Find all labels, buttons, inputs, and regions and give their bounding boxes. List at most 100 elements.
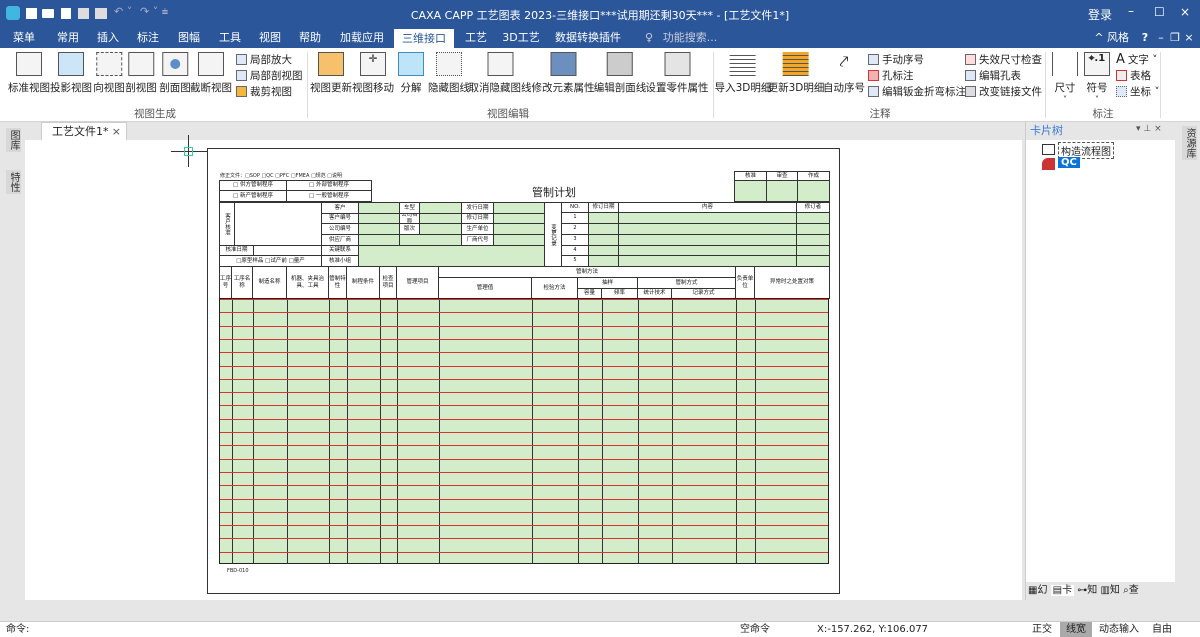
tab-sheet[interactable]: 图幅 [178, 31, 200, 44]
hole-annotation-button[interactable]: 孔标注 [868, 68, 914, 84]
properties-panel-tab[interactable]: 特性 [6, 170, 21, 194]
unhide-lines-button[interactable]: 取消隐藏图线 [469, 52, 532, 95]
minimize-button[interactable]: – [1128, 4, 1134, 18]
crop-view-button[interactable]: 裁剪视图 [236, 84, 292, 100]
new-file-icon[interactable] [26, 8, 37, 19]
tab-3d-process[interactable]: 3D工艺 [502, 31, 540, 44]
direction-view-button[interactable]: 向视图 [93, 52, 125, 95]
customer-approval-value [234, 202, 322, 246]
tab-knowledge-2[interactable]: ▥知 [1100, 585, 1120, 596]
section-view-button[interactable]: 剖视图 [125, 52, 157, 95]
tree-item-qc[interactable]: QC [1058, 157, 1080, 168]
explode-button[interactable]: 分解 [398, 52, 424, 95]
tab-process[interactable]: 工艺 [465, 31, 487, 44]
tab-insert[interactable]: 插入 [97, 31, 119, 44]
collapse-ribbon-icon[interactable]: ^ [1094, 31, 1104, 44]
edit-hatch-button[interactable]: 编辑剖面线 [594, 52, 646, 95]
hide-lines-icon [436, 52, 462, 76]
modify-properties-button[interactable]: 修改元素属性 [532, 52, 595, 95]
dimension-button[interactable]: 尺寸 ˅ [1052, 52, 1078, 104]
column-line [736, 299, 737, 563]
maximize-button[interactable]: ☐ [1154, 5, 1165, 19]
update-3d-bom-button[interactable]: 更新3D明细 [768, 52, 824, 95]
login-button[interactable]: 登录 [1088, 8, 1113, 22]
tab-tools[interactable]: 工具 [219, 31, 241, 44]
tab-annotate[interactable]: 标注 [137, 31, 159, 44]
left-dock-strip: 图库 特性 [0, 122, 25, 600]
view-update-button[interactable]: 视图更新 [310, 52, 352, 95]
label: 裁剪视图 [250, 86, 292, 98]
panel-controls[interactable]: ▾ ⊥ × [1136, 124, 1162, 134]
drawing-frame: 修正文件：□SOP □QC □PFC □FMEA □规范 □说明 □ 供方管制程序… [207, 148, 840, 594]
manual-number-icon [868, 54, 879, 65]
standard-view-icon [16, 52, 42, 76]
local-section-icon [236, 70, 247, 81]
local-zoom-button[interactable]: 局部放大 [236, 52, 292, 68]
label: 向视图 [93, 82, 125, 94]
table-button[interactable]: 表格 [1116, 68, 1151, 84]
manual-number-button[interactable]: 手动序号 [868, 52, 924, 68]
snap-mode-dropdown[interactable]: 自由 [1152, 624, 1172, 635]
doc-minimize-button[interactable]: – [1158, 31, 1164, 44]
crosshair-cursor-v [188, 135, 189, 167]
import-3d-bom-button[interactable]: 导入3D明细 [715, 52, 771, 95]
edit-hole-table-button[interactable]: 编辑孔表 [965, 68, 1021, 84]
tab-common[interactable]: 常用 [57, 31, 79, 44]
table-row [220, 471, 828, 473]
label: 局部剖视图 [250, 70, 303, 82]
local-section-button[interactable]: 局部剖视图 [236, 68, 303, 84]
close-button[interactable]: × [1180, 5, 1191, 19]
undo-icon[interactable]: ↶ ˅ [114, 5, 133, 18]
open-folder-icon[interactable] [42, 9, 54, 18]
dynamic-input-toggle[interactable]: 动态输入 [1099, 624, 1139, 635]
table-row [220, 299, 828, 300]
change-link-file-button[interactable]: 改变链接文件 [965, 84, 1042, 100]
doc-tab[interactable]: 工艺文件1* × [41, 122, 127, 140]
library-panel-tab[interactable]: 图库 [6, 128, 21, 152]
feature-search[interactable]: 功能搜索... [662, 31, 718, 44]
style-dropdown[interactable]: 风格 [1107, 31, 1129, 44]
coordinate-button[interactable]: 坐标 ˅ [1116, 84, 1160, 100]
sheetmetal-bend-button[interactable]: 编辑钣金折弯标注 [868, 84, 966, 100]
close-tab-icon[interactable]: × [111, 125, 121, 138]
print-icon[interactable] [95, 8, 107, 19]
label: 标准视图 [8, 82, 50, 94]
auto-number-button[interactable]: ⤤ 自动序号 [823, 52, 865, 95]
tab-menu[interactable]: 菜单 [13, 31, 35, 44]
save-icon[interactable] [61, 8, 71, 19]
chevron-down-icon[interactable]: ˅ [1063, 95, 1067, 104]
chevron-down-icon[interactable]: ˅ [1095, 95, 1099, 104]
doc-close-button[interactable]: × [1184, 31, 1194, 44]
tab-knowledge-1[interactable]: ⊶知 [1077, 585, 1098, 596]
tab-phantom[interactable]: ▦幻 [1028, 585, 1048, 596]
lineweight-toggle[interactable]: 线宽 [1060, 622, 1092, 637]
text-button[interactable]: A 文字 ˅ [1116, 52, 1158, 67]
invalid-dimension-check-button[interactable]: 失效尺寸检查 [965, 52, 1042, 68]
label: 孔标注 [882, 70, 914, 82]
projection-view-button[interactable]: 投影视图 [50, 52, 92, 95]
tab-view[interactable]: 视图 [259, 31, 281, 44]
break-view-button[interactable]: 截断视图 [190, 52, 232, 95]
hide-lines-button[interactable]: 隐藏图线 [428, 52, 470, 95]
symbol-button[interactable]: ⌖.1 符号 ˅ [1084, 52, 1110, 104]
command-prompt[interactable]: 命令: [6, 624, 30, 635]
help-icon[interactable]: ? [1141, 31, 1149, 44]
tab-data-conversion[interactable]: 数据转换插件 [555, 31, 621, 44]
save-all-icon[interactable] [78, 8, 89, 19]
drawing-canvas[interactable]: 修正文件：□SOP □QC □PFC □FMEA □规范 □说明 □ 供方管制程序… [25, 135, 1022, 600]
part-properties-button[interactable]: 设置零件属性 [646, 52, 709, 95]
view-move-button[interactable]: ✛ 视图移动 [352, 52, 394, 95]
data-rows-area[interactable] [219, 298, 829, 564]
ortho-toggle[interactable]: 正交 [1032, 624, 1052, 635]
standard-view-button[interactable]: 标准视图 [8, 52, 50, 95]
tab-search[interactable]: ⌕查 [1123, 585, 1139, 596]
redo-icon[interactable]: ↷ ˅ ⩧ [140, 5, 169, 18]
tab-card[interactable]: ▤卡 [1050, 585, 1075, 596]
cross-section-button[interactable]: 剖面图 [159, 52, 191, 95]
tab-3d-interface[interactable]: 三维接口 [394, 29, 454, 49]
tab-help[interactable]: 帮助 [299, 31, 321, 44]
doc-restore-button[interactable]: ❐ [1170, 31, 1180, 44]
tab-plugins[interactable]: 加载应用 [340, 31, 384, 44]
tree-item-flowchart[interactable]: 构造流程图 [1058, 142, 1114, 159]
resource-library-tab[interactable]: 资源库 [1182, 126, 1197, 160]
